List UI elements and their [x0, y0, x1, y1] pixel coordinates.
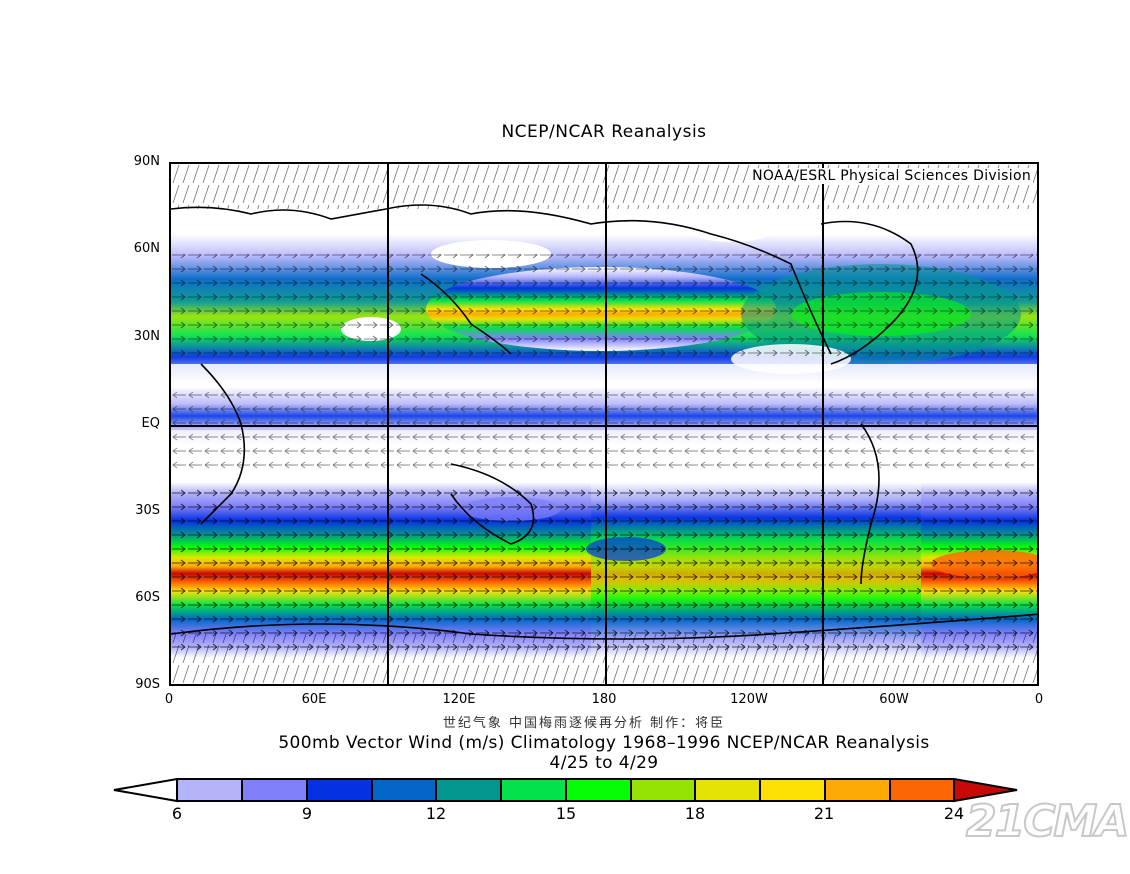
x-tick-60w: 60W [879, 692, 909, 707]
x-tick-180: 180 [591, 692, 617, 707]
y-tick-60s: 60S [135, 590, 160, 605]
y-tick-90n: 90N [133, 154, 160, 169]
y-tick-30n: 30N [133, 329, 160, 344]
y-tick-90s: 90S [135, 677, 160, 692]
grid-lines [171, 164, 1037, 684]
y-tick-60n: 60N [133, 241, 160, 256]
x-tick-120w: 120W [730, 692, 768, 707]
x-tick-0-end: 0 [1034, 692, 1044, 707]
x-tick-120e: 120E [442, 692, 476, 707]
colorbar-label-12: 12 [425, 804, 447, 823]
x-tick-0: 0 [164, 692, 174, 707]
chart-title: NCEP/NCAR Reanalysis [501, 122, 707, 142]
chinese-caption: 世纪气象 中国梅雨逐候再分析 制作：将臣 [442, 716, 726, 731]
x-tick-60e: 60E [301, 692, 327, 707]
colorbar-label-6: 6 [171, 804, 183, 823]
colorbar-label-24: 24 [943, 804, 965, 823]
colorbar-label-18: 18 [684, 804, 706, 823]
y-tick-eq: EQ [141, 416, 160, 431]
wind-map-plot: NOAA/ESRL Physical Sciences Division [169, 162, 1039, 686]
subtitle-line1: 500mb Vector Wind (m/s) Climatology 1968… [278, 733, 930, 753]
y-tick-30s: 30S [135, 503, 160, 518]
colorbar-label-9: 9 [301, 804, 313, 823]
colorbar [112, 777, 1022, 808]
colorbar-label-21: 21 [813, 804, 835, 823]
wind-heatmap [171, 164, 1037, 684]
credit-label: NOAA/ESRL Physical Sciences Division [750, 168, 1033, 184]
watermark-logo: 21CMA [965, 795, 1130, 848]
subtitle-line2: 4/25 to 4/29 [549, 753, 659, 773]
colorbar-label-15: 15 [555, 804, 577, 823]
coastlines [171, 204, 1037, 640]
